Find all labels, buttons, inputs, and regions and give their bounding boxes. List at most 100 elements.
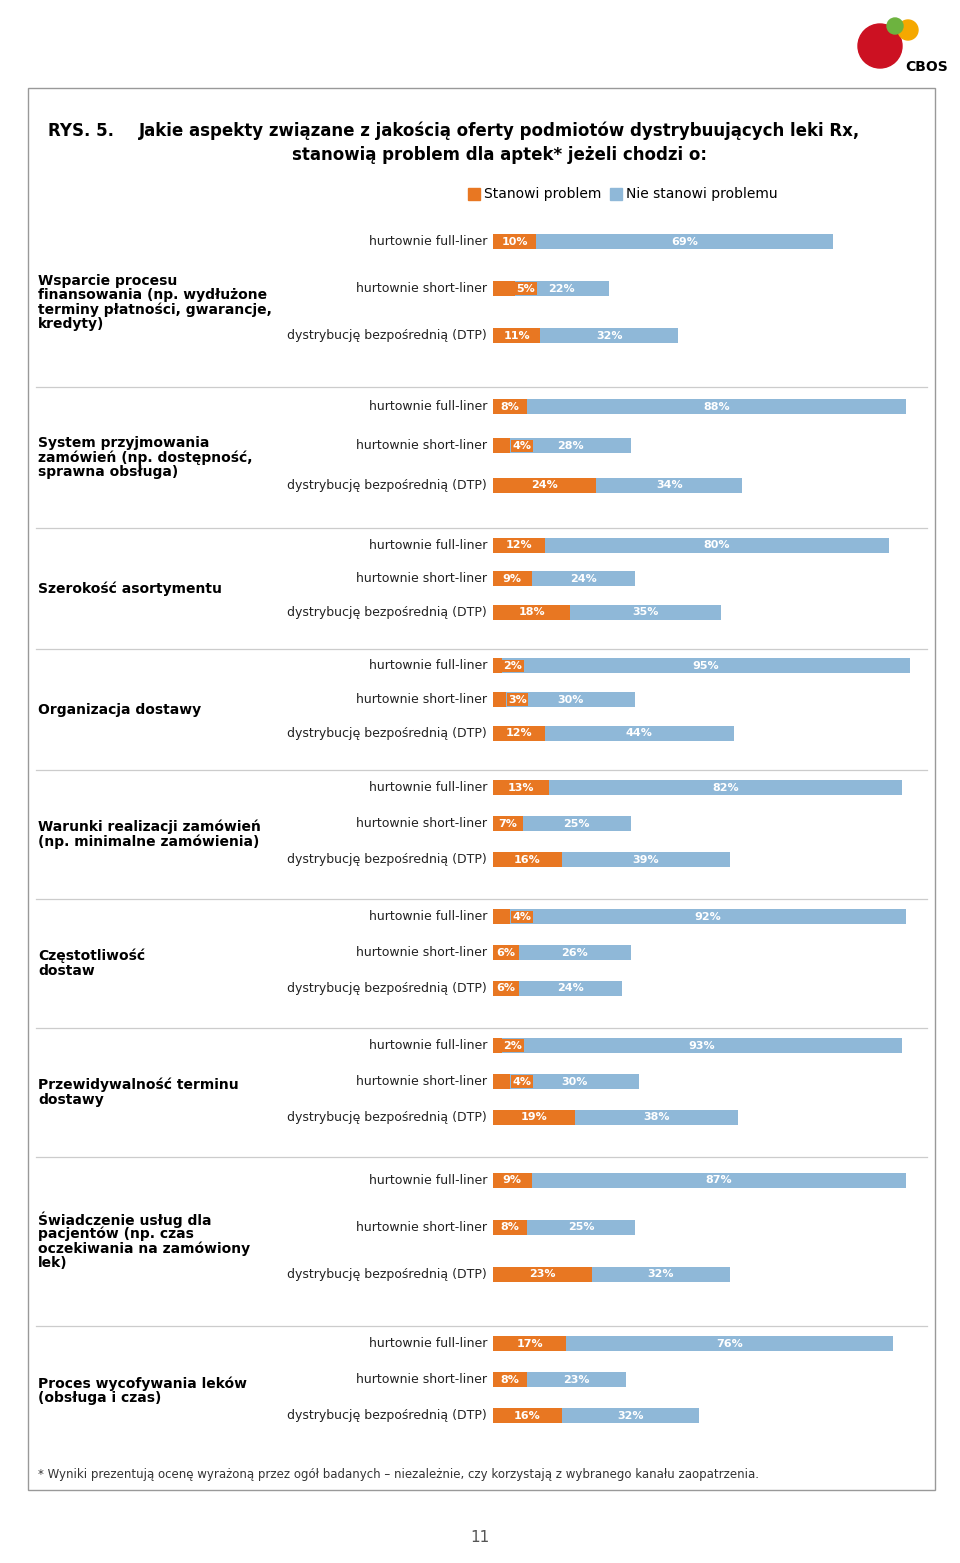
Bar: [493, 852, 562, 867]
Text: dystrybucję bezpośrednią (DTP): dystrybucję bezpośrednią (DTP): [287, 727, 487, 739]
Text: 95%: 95%: [692, 661, 719, 671]
FancyBboxPatch shape: [28, 88, 935, 1490]
Text: hurtownie full-liner: hurtownie full-liner: [369, 1174, 487, 1186]
Text: hurtownie full-liner: hurtownie full-liner: [369, 400, 487, 413]
Text: RYS. 5.: RYS. 5.: [48, 122, 114, 141]
Text: 18%: 18%: [518, 606, 545, 617]
Text: kredyty): kredyty): [38, 317, 105, 331]
Bar: [493, 1038, 501, 1053]
Text: hurtownie short-liner: hurtownie short-liner: [356, 1075, 487, 1088]
Text: 88%: 88%: [704, 402, 730, 411]
Text: 8%: 8%: [501, 1222, 519, 1232]
Text: Częstotliwość: Częstotliwość: [38, 949, 145, 963]
Text: 10%: 10%: [501, 236, 528, 247]
Text: 11%: 11%: [503, 330, 530, 341]
Text: 38%: 38%: [643, 1113, 670, 1122]
Bar: [527, 1219, 635, 1235]
Text: 11: 11: [470, 1530, 490, 1546]
Text: 32%: 32%: [617, 1410, 644, 1421]
Text: 2%: 2%: [504, 1041, 522, 1050]
Bar: [549, 780, 901, 796]
Bar: [493, 281, 515, 295]
Text: 4%: 4%: [513, 441, 531, 452]
Text: Wsparcie procesu: Wsparcie procesu: [38, 274, 178, 288]
Text: hurtownie short-liner: hurtownie short-liner: [356, 1221, 487, 1233]
Text: hurtownie full-liner: hurtownie full-liner: [369, 782, 487, 794]
Text: hurtownie short-liner: hurtownie short-liner: [356, 1374, 487, 1386]
Text: oczekiwania na zamówiony: oczekiwania na zamówiony: [38, 1241, 251, 1257]
Text: dystrybucję bezpośrednią (DTP): dystrybucję bezpośrednią (DTP): [287, 1268, 487, 1280]
Text: hurtownie full-liner: hurtownie full-liner: [369, 1338, 487, 1350]
Text: * Wyniki prezentują ocenę wyrażoną przez ogół badanych – niezależnie, czy korzys: * Wyniki prezentują ocenę wyrażoną przez…: [38, 1468, 759, 1482]
Bar: [596, 478, 742, 492]
Text: hurtownie full-liner: hurtownie full-liner: [369, 234, 487, 249]
Text: hurtownie full-liner: hurtownie full-liner: [369, 539, 487, 552]
Text: 8%: 8%: [501, 402, 519, 411]
Bar: [493, 234, 536, 249]
Bar: [493, 946, 518, 960]
Bar: [562, 852, 730, 867]
Text: 32%: 32%: [647, 1269, 674, 1280]
Circle shape: [898, 20, 918, 41]
Text: dystrybucję bezpośrednią (DTP): dystrybucję bezpośrednią (DTP): [287, 1111, 487, 1124]
Text: 25%: 25%: [568, 1222, 594, 1232]
Bar: [544, 725, 733, 741]
Text: 12%: 12%: [506, 728, 532, 738]
Text: 22%: 22%: [548, 283, 575, 294]
Text: 69%: 69%: [671, 236, 698, 247]
Text: 80%: 80%: [704, 541, 730, 550]
Text: hurtownie short-liner: hurtownie short-liner: [356, 439, 487, 453]
Bar: [493, 328, 540, 342]
Text: System przyjmowania: System przyjmowania: [38, 436, 209, 450]
Text: 17%: 17%: [516, 1339, 542, 1349]
Text: Szerokość asortymentu: Szerokość asortymentu: [38, 581, 222, 596]
Bar: [501, 658, 910, 674]
Bar: [506, 692, 635, 706]
Text: 76%: 76%: [716, 1339, 743, 1349]
Bar: [518, 982, 622, 996]
Text: 34%: 34%: [656, 480, 683, 491]
Bar: [518, 946, 631, 960]
Bar: [527, 1372, 626, 1388]
Bar: [493, 439, 510, 453]
Bar: [570, 605, 721, 619]
Text: Świadczenie usług dla: Świadczenie usług dla: [38, 1211, 211, 1229]
Text: dostaw: dostaw: [38, 964, 95, 978]
Bar: [493, 725, 544, 741]
Bar: [493, 1408, 562, 1422]
Bar: [493, 478, 596, 492]
Text: 24%: 24%: [570, 574, 597, 583]
Bar: [510, 439, 631, 453]
Bar: [566, 1336, 893, 1352]
Text: hurtownie short-liner: hurtownie short-liner: [356, 817, 487, 830]
Circle shape: [858, 23, 902, 69]
Bar: [493, 1336, 566, 1352]
Text: 4%: 4%: [513, 1077, 531, 1086]
Text: 39%: 39%: [633, 855, 659, 864]
Bar: [575, 1110, 738, 1125]
Text: 30%: 30%: [562, 1077, 588, 1086]
Bar: [493, 982, 518, 996]
Bar: [468, 188, 480, 200]
Bar: [540, 328, 678, 342]
Bar: [536, 234, 832, 249]
Text: 6%: 6%: [496, 983, 516, 994]
Text: Warunki realizacji zamówień: Warunki realizacji zamówień: [38, 821, 261, 835]
Bar: [527, 399, 906, 414]
Text: dystrybucję bezpośrednią (DTP): dystrybucję bezpośrednią (DTP): [287, 606, 487, 619]
Text: hurtownie short-liner: hurtownie short-liner: [356, 946, 487, 960]
Bar: [493, 910, 510, 924]
Text: 6%: 6%: [496, 947, 516, 958]
Text: dystrybucję bezpośrednią (DTP): dystrybucję bezpośrednią (DTP): [287, 1410, 487, 1422]
Text: Organizacja dostawy: Organizacja dostawy: [38, 703, 202, 716]
Bar: [493, 1172, 532, 1188]
Text: 25%: 25%: [564, 819, 590, 828]
Text: 5%: 5%: [516, 283, 536, 294]
Text: 12%: 12%: [506, 541, 532, 550]
Bar: [510, 1074, 639, 1089]
Bar: [501, 1038, 901, 1053]
Bar: [523, 816, 631, 832]
Bar: [610, 188, 622, 200]
Text: 2%: 2%: [504, 661, 522, 671]
Bar: [493, 570, 532, 586]
